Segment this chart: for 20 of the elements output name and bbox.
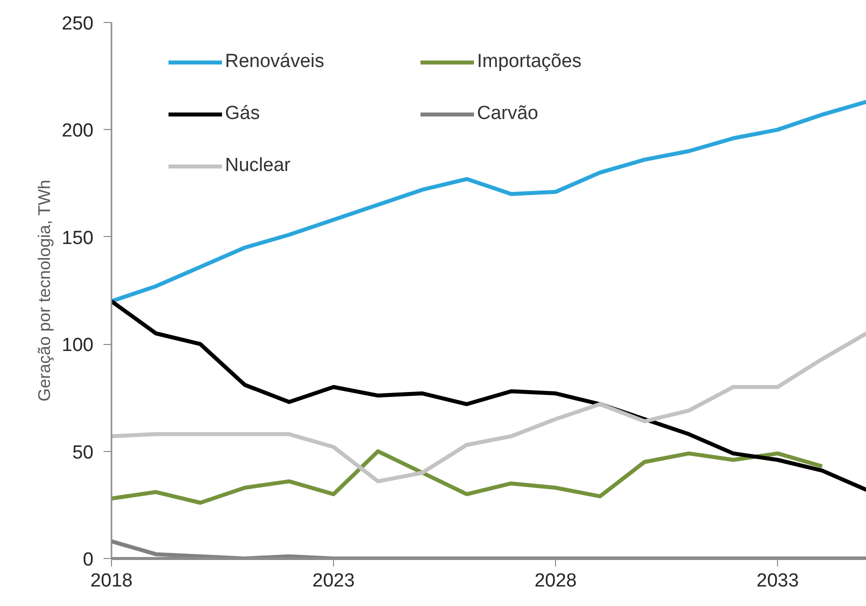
legend-label: Nuclear (225, 154, 292, 178)
x-tick-label: 2028 (534, 570, 577, 592)
y-tick-label: 0 (82, 550, 94, 570)
y-tick-label: 250 (62, 14, 94, 34)
line-series (112, 449, 824, 505)
x-tick-label: 2018 (90, 570, 133, 592)
legend-label: Importações (477, 50, 583, 74)
y-tick-label: 100 (62, 335, 94, 356)
y-tick-label: 50 (72, 442, 94, 464)
x-tick-label: 2023 (312, 570, 355, 592)
line-series (112, 299, 866, 492)
y-tick-label: 150 (62, 228, 94, 249)
legend-label: Gás (225, 102, 261, 126)
x-tick-label: 2033 (756, 570, 799, 592)
line-series (112, 331, 866, 484)
y-tick-label: 200 (62, 120, 94, 142)
legend-label: Carvão (477, 102, 540, 126)
line-series (112, 100, 866, 304)
legend-label: Renováveis (225, 50, 326, 74)
y-axis-title: Geração por tecnologia, TWh (34, 180, 54, 402)
